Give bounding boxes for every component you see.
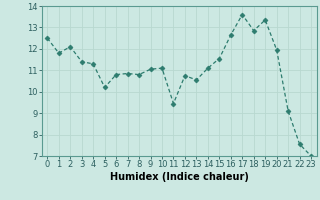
X-axis label: Humidex (Indice chaleur): Humidex (Indice chaleur)	[110, 172, 249, 182]
